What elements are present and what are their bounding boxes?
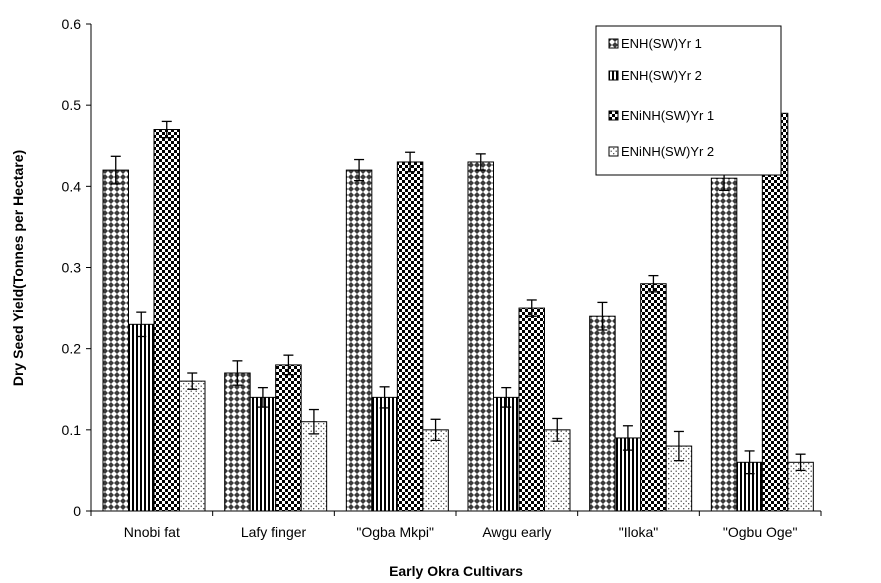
bar-series-1-2	[371, 396, 398, 512]
legend-swatch-2	[608, 110, 619, 121]
bar-series-2-2	[396, 161, 424, 512]
y-tick-label: 0.5	[62, 97, 82, 113]
bar-series-0-1	[224, 372, 251, 512]
bar-series-3-2	[422, 429, 449, 512]
legend: ENH(SW)Yr 1 ENH(SW)Yr 2 ENiNH(SW)Yr 1 EN…	[595, 25, 782, 176]
bar-series-2-0	[153, 129, 180, 512]
legend-label-2: ENiNH(SW)Yr 1	[621, 108, 714, 123]
bar-series-2-4	[640, 283, 667, 512]
bar-series-3-3	[544, 429, 571, 512]
legend-label-3: ENiNH(SW)Yr 2	[621, 144, 714, 159]
bar-series-1-1	[249, 396, 277, 512]
bar-series-3-0	[179, 380, 206, 512]
y-tick-label: 0	[73, 503, 81, 519]
legend-swatch-0	[608, 38, 619, 49]
y-axis-ticks: 0 0.1 0.2 0.3 0.4 0.5 0.6	[62, 16, 91, 519]
y-tick-label: 0.6	[62, 16, 82, 32]
bar-series-2-1	[275, 364, 302, 512]
legend-swatch-3	[608, 146, 619, 157]
bar-series-0-0	[102, 169, 129, 512]
bar-series-1-3	[493, 396, 520, 512]
bar-series-0-5	[710, 177, 738, 512]
bar-series-1-0	[128, 323, 155, 512]
bar-series-2-3	[518, 307, 545, 512]
legend-label-0: ENH(SW)Yr 1	[621, 36, 702, 51]
y-tick-label: 0.2	[62, 341, 82, 357]
x-tick-label: "Ogbu Oge"	[723, 524, 798, 540]
error-bars-layer	[110, 101, 806, 475]
y-tick-label: 0.4	[62, 178, 82, 194]
y-tick-label: 0.3	[62, 260, 82, 276]
y-axis-title: Dry Seed Yield(Tonnes per Hectare)	[10, 150, 26, 386]
bar-series-3-1	[300, 421, 328, 512]
x-tick-label: "Iloka"	[619, 524, 659, 540]
legend-box	[595, 25, 782, 176]
y-tick-label: 0.1	[62, 422, 82, 438]
x-tick-label: "Ogba Mkpi"	[356, 524, 434, 540]
legend-swatch-1	[608, 70, 619, 81]
bars-layer	[102, 112, 814, 512]
x-tick-label: Awgu early	[482, 524, 551, 540]
x-axis-title: Early Okra Cultivars	[389, 563, 523, 579]
legend-label-1: ENH(SW)Yr 2	[621, 68, 702, 83]
x-tick-label: Lafy finger	[241, 524, 307, 540]
x-axis-ticks: Nnobi fat Lafy finger "Ogba Mkpi" Awgu earl…	[90, 511, 822, 540]
x-tick-label: Nnobi fat	[124, 524, 180, 540]
bar-series-0-2	[345, 169, 373, 512]
bar-series-0-4	[589, 315, 616, 512]
bar-series-0-3	[467, 161, 494, 512]
